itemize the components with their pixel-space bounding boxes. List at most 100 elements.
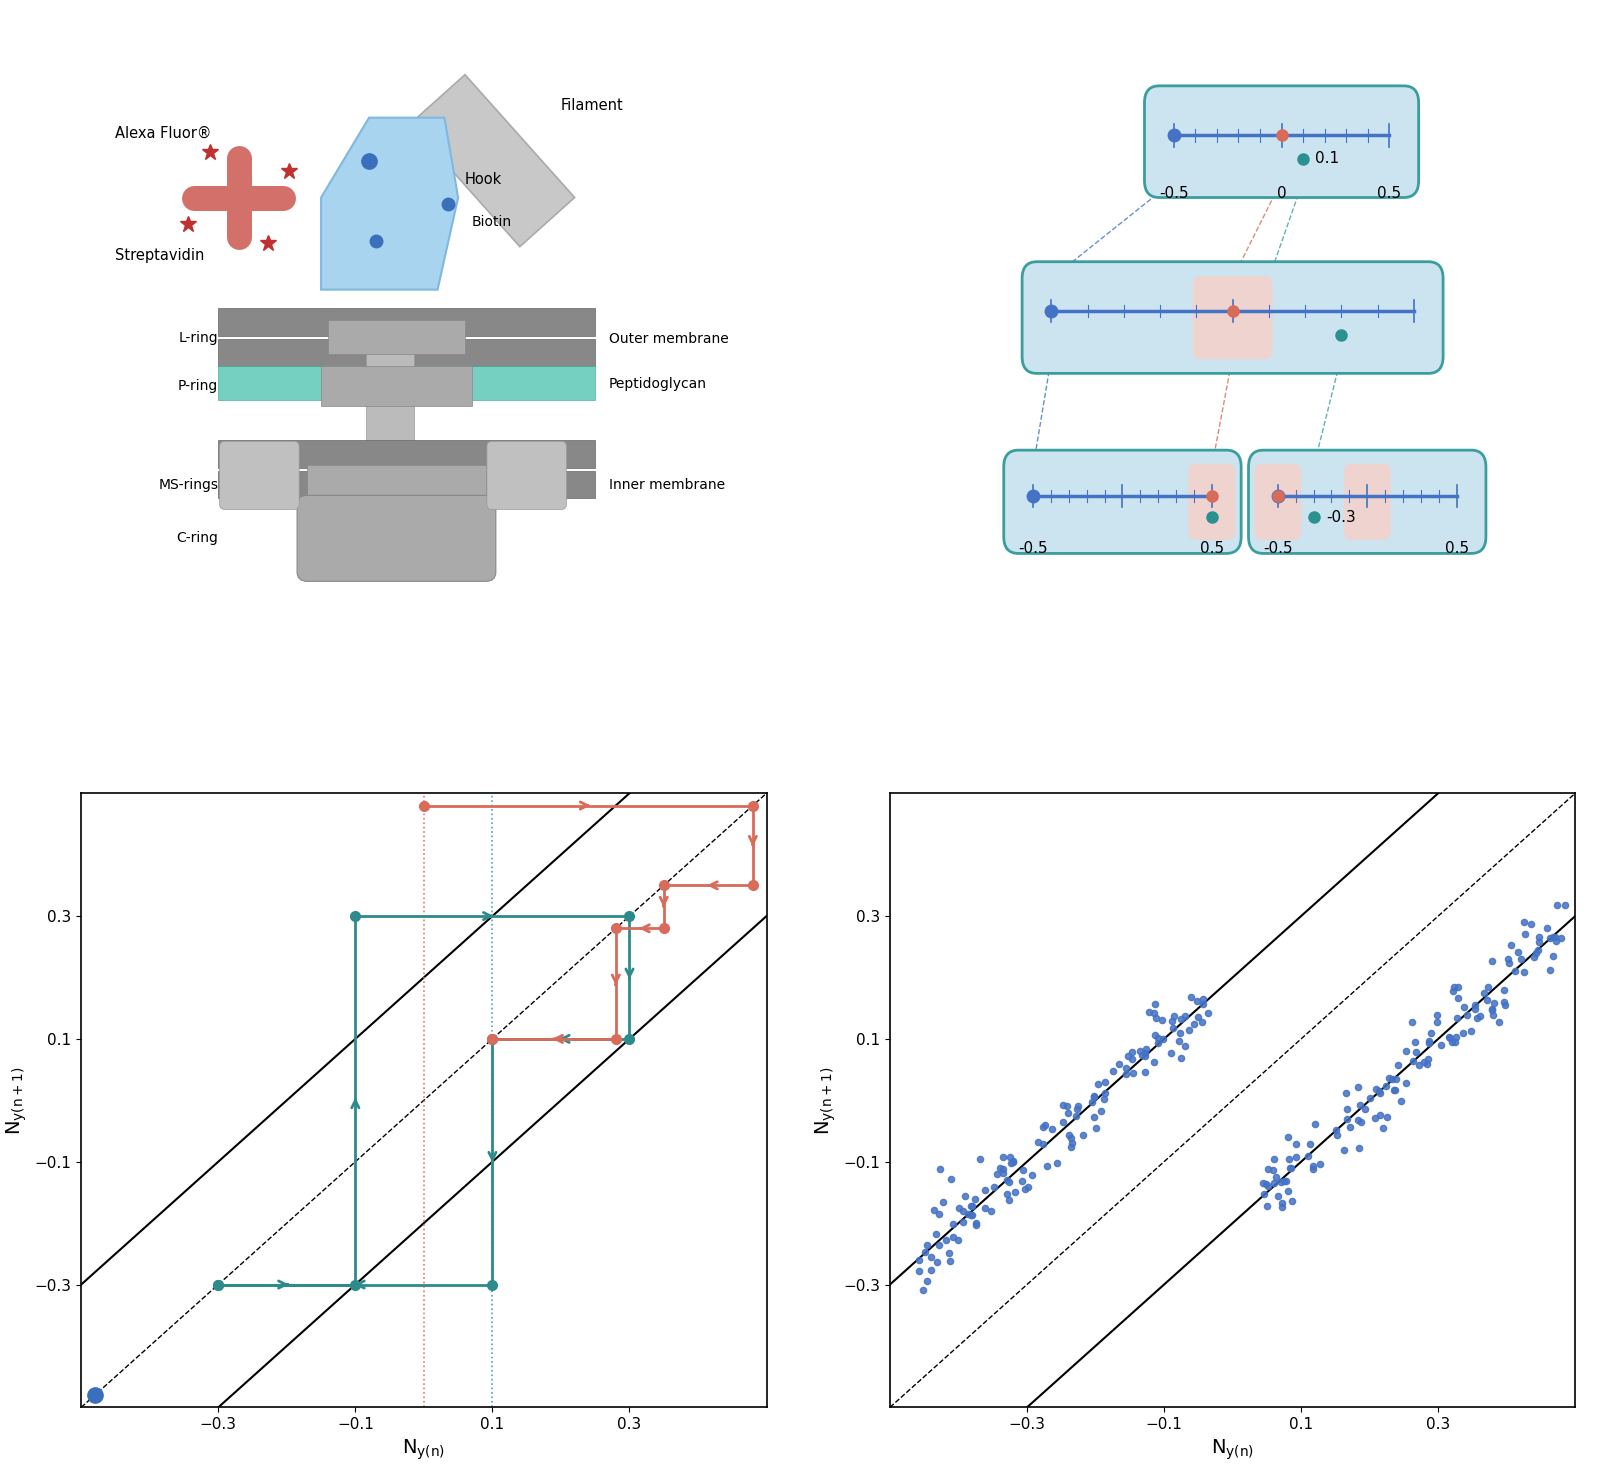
Point bbox=[1506, 947, 1532, 970]
Point bbox=[1467, 1004, 1493, 1028]
Point bbox=[958, 1195, 984, 1218]
Point bbox=[1083, 1117, 1109, 1141]
Point bbox=[1167, 1022, 1193, 1045]
Point bbox=[1251, 1173, 1277, 1196]
Point bbox=[990, 1158, 1016, 1182]
Point bbox=[1092, 1082, 1118, 1105]
Point bbox=[980, 1176, 1006, 1199]
Point bbox=[1477, 997, 1503, 1020]
Point bbox=[1118, 1041, 1144, 1064]
Point bbox=[1259, 1158, 1285, 1182]
Point bbox=[1018, 1164, 1044, 1187]
Point bbox=[1511, 960, 1537, 984]
Point bbox=[1268, 1195, 1294, 1218]
Point bbox=[1276, 1157, 1302, 1180]
Point bbox=[1345, 1108, 1371, 1132]
Point bbox=[920, 1198, 946, 1221]
Text: Alexa Fluor®: Alexa Fluor® bbox=[115, 126, 213, 141]
Point bbox=[1149, 1028, 1175, 1051]
Point bbox=[1388, 1089, 1414, 1113]
Point bbox=[1188, 1010, 1214, 1034]
Point bbox=[1435, 1025, 1461, 1048]
Point bbox=[1373, 1105, 1399, 1129]
Point bbox=[1414, 1053, 1440, 1076]
Point bbox=[993, 1182, 1019, 1205]
Bar bbox=[217, 366, 596, 400]
Point bbox=[1276, 1148, 1302, 1171]
Point bbox=[1441, 1031, 1467, 1054]
Bar bbox=[217, 471, 596, 498]
Bar bbox=[217, 308, 596, 336]
Point bbox=[1302, 1113, 1328, 1136]
Point bbox=[1058, 1126, 1084, 1149]
Point bbox=[1393, 1070, 1419, 1094]
Point bbox=[1539, 944, 1565, 968]
Point bbox=[1345, 1094, 1371, 1117]
Point bbox=[1323, 1123, 1349, 1146]
Point bbox=[1000, 1149, 1026, 1173]
Point bbox=[1190, 988, 1216, 1012]
Point bbox=[1393, 1039, 1419, 1063]
Text: 0: 0 bbox=[1276, 186, 1285, 201]
Point bbox=[1190, 992, 1216, 1016]
Point bbox=[1498, 934, 1524, 957]
Point bbox=[1526, 925, 1552, 949]
Point bbox=[1057, 1135, 1083, 1158]
Point bbox=[1470, 982, 1496, 1006]
Point bbox=[917, 1245, 943, 1268]
Point bbox=[936, 1249, 962, 1272]
Point bbox=[1534, 916, 1560, 940]
Point bbox=[1365, 1079, 1391, 1102]
Point bbox=[1282, 1145, 1308, 1168]
Point bbox=[1362, 1078, 1388, 1101]
Point bbox=[1332, 1107, 1358, 1130]
Point bbox=[1084, 1072, 1110, 1095]
Point bbox=[1091, 1070, 1117, 1094]
Point bbox=[1461, 997, 1487, 1020]
Point bbox=[1472, 988, 1498, 1012]
Point bbox=[1167, 1047, 1193, 1070]
Point bbox=[1323, 1119, 1349, 1142]
Point bbox=[1347, 1111, 1373, 1135]
Polygon shape bbox=[321, 117, 458, 290]
Point bbox=[1063, 1104, 1089, 1127]
Point bbox=[1423, 1003, 1449, 1026]
Point bbox=[1157, 1009, 1183, 1032]
Point bbox=[1402, 1039, 1428, 1063]
Point bbox=[922, 1223, 948, 1246]
Point bbox=[1253, 1195, 1279, 1218]
Point bbox=[1519, 946, 1545, 969]
Point bbox=[1542, 929, 1568, 953]
Point bbox=[1537, 927, 1563, 950]
Point bbox=[1297, 1133, 1323, 1157]
Point bbox=[1183, 990, 1209, 1013]
Bar bbox=[321, 366, 472, 406]
Point bbox=[1091, 1086, 1117, 1110]
Point bbox=[1029, 1116, 1055, 1139]
Point bbox=[1381, 1079, 1407, 1102]
Point bbox=[1120, 1061, 1146, 1085]
Point bbox=[1441, 1025, 1467, 1048]
Point bbox=[949, 1209, 975, 1233]
Point bbox=[1044, 1151, 1070, 1174]
Point bbox=[1539, 925, 1565, 949]
Point bbox=[1300, 1154, 1326, 1177]
Text: Inner membrane: Inner membrane bbox=[609, 478, 724, 493]
Point bbox=[1378, 1067, 1404, 1091]
Point bbox=[1522, 941, 1548, 965]
Point bbox=[1535, 959, 1561, 982]
Point bbox=[1112, 1057, 1138, 1080]
Point bbox=[1526, 929, 1552, 953]
Point bbox=[1444, 987, 1470, 1010]
Point bbox=[1141, 1050, 1167, 1073]
Point bbox=[930, 1190, 956, 1214]
Point bbox=[1274, 1126, 1300, 1149]
Point bbox=[1263, 1165, 1289, 1189]
Point bbox=[1113, 1044, 1139, 1067]
Point bbox=[1480, 991, 1506, 1014]
Text: -0.3: -0.3 bbox=[1324, 510, 1355, 525]
Point bbox=[962, 1214, 988, 1237]
Point bbox=[1543, 894, 1569, 918]
Point bbox=[1438, 1031, 1464, 1054]
Point bbox=[911, 1278, 936, 1302]
